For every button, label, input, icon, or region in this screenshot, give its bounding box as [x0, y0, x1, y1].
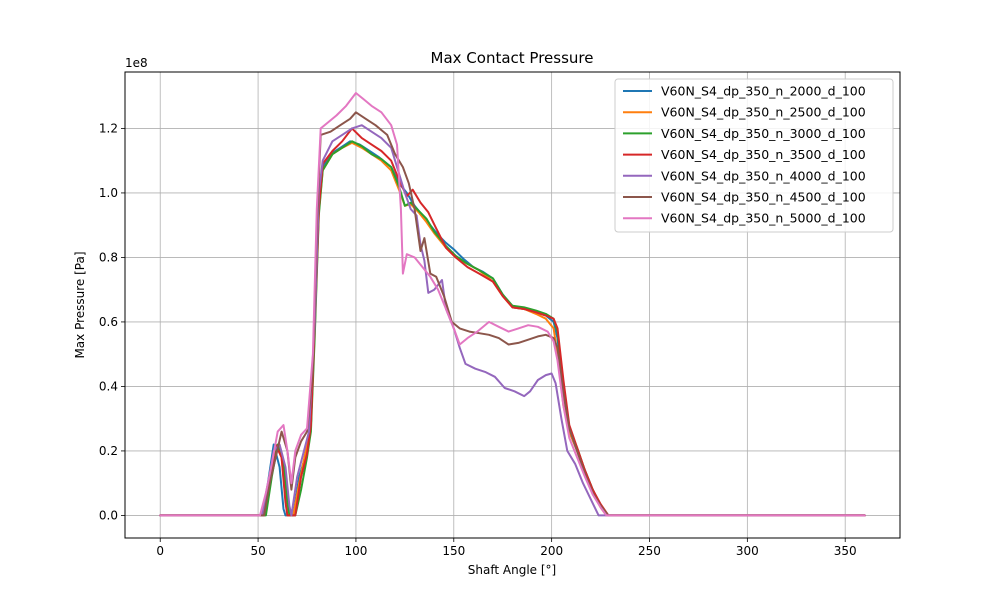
x-tick-label: 150: [442, 544, 465, 558]
chart-title: Max Contact Pressure: [431, 49, 594, 67]
legend-label: V60N_S4_dp_350_n_5000_d_100: [661, 211, 866, 226]
x-tick-label: 250: [638, 544, 661, 558]
x-tick-label: 50: [250, 544, 265, 558]
legend: V60N_S4_dp_350_n_2000_d_100 V60N_S4_dp_35…: [614, 78, 894, 233]
x-tick-label: 350: [834, 544, 857, 558]
x-tick-label: 200: [540, 544, 563, 558]
y-tick-label: 0.6: [99, 315, 118, 329]
x-tick-label: 300: [736, 544, 759, 558]
y-tick-label: 1.0: [99, 186, 118, 200]
series-line-4: [159, 127, 866, 517]
x-tick-label: 0: [156, 544, 164, 558]
plot-frame: [124, 71, 901, 539]
x-axis-label: Shaft Angle [°]: [468, 563, 556, 577]
y-tick-label: 0.2: [99, 444, 118, 458]
y-tick-label: 0.4: [99, 379, 118, 393]
legend-label: V60N_S4_dp_350_n_4000_d_100: [661, 168, 866, 183]
y-axis-ticks: 0.0 0.2 0.4 0.6 0.8 1.0 1.2: [99, 121, 125, 522]
legend-label: V60N_S4_dp_350_n_2500_d_100: [661, 105, 866, 120]
series-line-6: [159, 111, 866, 517]
series-line-5: [159, 124, 866, 517]
legend-label: V60N_S4_dp_350_n_2000_d_100: [661, 84, 866, 99]
y-axis-offset-label: 1e8: [125, 56, 148, 70]
legend-box: [614, 78, 894, 233]
y-tick-label: 0.8: [99, 250, 118, 264]
series-lines: [159, 92, 866, 517]
x-tick-label: 100: [344, 544, 367, 558]
legend-label: V60N_S4_dp_350_n_3000_d_100: [661, 126, 866, 141]
legend-label: V60N_S4_dp_350_n_4500_d_100: [661, 190, 866, 205]
x-axis-ticks: 0 50 100 150 200 250 300 350: [156, 538, 857, 558]
y-tick-label: 0.0: [99, 508, 118, 522]
y-tick-label: 1.2: [99, 121, 118, 135]
y-axis-label: Max Pressure [Pa]: [73, 251, 87, 358]
series-line-7: [159, 92, 866, 517]
legend-label: V60N_S4_dp_350_n_3500_d_100: [661, 147, 866, 162]
